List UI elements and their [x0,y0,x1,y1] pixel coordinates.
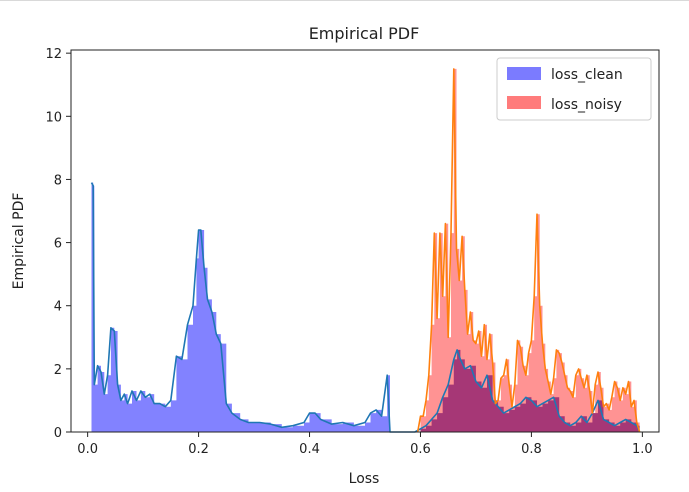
y-tick-label: 10 [45,110,62,125]
line-loss-clean [90,182,641,433]
y-tick-label: 12 [45,47,62,62]
axes-frame [70,49,660,433]
y-axis-label: Empirical PDF [11,193,27,290]
x-tick-label: 0.6 [410,442,431,457]
area-overlap [420,349,640,432]
y-tick-label: 0 [54,426,62,441]
plot-area [70,49,660,433]
chart-title: Empirical PDF [309,24,420,43]
area-loss-clean [91,182,640,432]
x-tick-label: 1.0 [632,442,653,457]
x-axis-label: Loss [349,471,380,487]
line-loss-noisy [416,68,641,433]
x-tick-label: 0.2 [188,442,209,457]
x-tick-label: 0.4 [299,442,320,457]
legend-label-loss-noisy: loss_noisy [551,97,622,113]
legend-swatch-loss-noisy [507,96,541,109]
x-axis-ticks: 0.0 0.2 0.4 0.6 0.8 1.0 [77,432,653,457]
y-tick-label: 8 [54,173,62,188]
y-tick-label: 2 [54,363,62,378]
x-tick-label: 0.8 [521,442,542,457]
y-tick-label: 6 [54,237,62,252]
legend: loss_clean loss_noisy [496,57,652,121]
legend-swatch-loss-clean [507,67,541,80]
x-tick-label: 0.0 [77,442,98,457]
series-layer [90,68,641,433]
y-tick-label: 4 [54,300,62,315]
legend-label-loss-clean: loss_clean [551,67,623,83]
y-axis-ticks: 0 2 4 6 8 10 12 [45,47,71,441]
